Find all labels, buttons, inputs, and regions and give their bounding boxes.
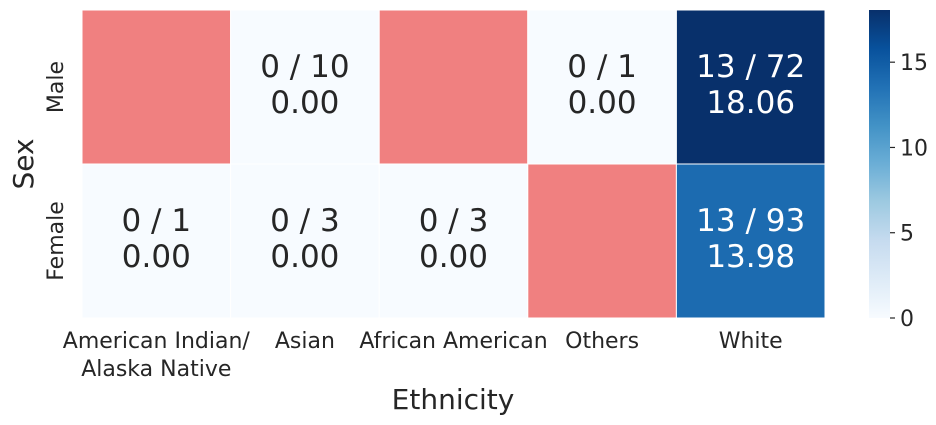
cell-value-label: 0.00: [568, 85, 637, 121]
colorbar: [869, 10, 890, 318]
cell-value-label: 0.00: [419, 239, 488, 275]
cell-count-label: 13 / 72: [696, 49, 805, 85]
x-tick-label: Others: [565, 329, 639, 354]
heatmap-cell: [527, 163, 677, 319]
colorbar-tick-label: 5: [900, 222, 914, 247]
cell-count-label: 0 / 1: [567, 49, 637, 85]
heatmap-cell: [378, 163, 529, 319]
colorbar-ticks: 0 5 10 15: [890, 51, 928, 332]
x-tick-label: African American: [359, 329, 547, 354]
heatmap-cell: [378, 9, 529, 165]
y-axis-title: Sex: [7, 138, 40, 189]
colorbar-tick-label: 0: [900, 307, 914, 332]
heatmap-cell: [230, 9, 380, 165]
x-tick-label: American Indian/: [63, 329, 251, 354]
cell-count-label: 0 / 10: [260, 49, 349, 85]
x-axis-title: Ethnicity: [392, 383, 515, 416]
y-tick-label: Male: [44, 61, 69, 113]
cell-value-label: 13.98: [706, 239, 795, 275]
y-tick-labels: Male Female: [44, 61, 69, 281]
heatmap-cell: [675, 163, 826, 319]
heatmap-cell: [230, 163, 380, 319]
heatmap-cell: [81, 9, 232, 165]
x-tick-label: White: [719, 329, 783, 354]
cell-count-label: 0 / 3: [419, 203, 489, 239]
cell-count-label: 13 / 93: [696, 203, 805, 239]
heatmap-cell: [527, 9, 677, 165]
cell-count-label: 0 / 3: [270, 203, 340, 239]
cell-count-label: 0 / 1: [121, 203, 191, 239]
cell-value-label: 0.00: [122, 239, 191, 275]
cell-value-label: 0.00: [270, 239, 339, 275]
cell-value-label: 0.00: [270, 85, 339, 121]
heatmap-cell: [81, 163, 232, 319]
x-tick-label: Alaska Native: [81, 357, 231, 382]
cell-value-label: 18.06: [706, 85, 795, 121]
x-tick-labels: American Indian/Alaska Native Asian Africa…: [63, 329, 783, 382]
heatmap-cell: [675, 9, 826, 165]
x-tick-label: Asian: [275, 329, 335, 354]
colorbar-tick-label: 15: [900, 51, 928, 76]
colorbar-tick-label: 10: [900, 136, 928, 161]
y-tick-label: Female: [44, 201, 69, 281]
